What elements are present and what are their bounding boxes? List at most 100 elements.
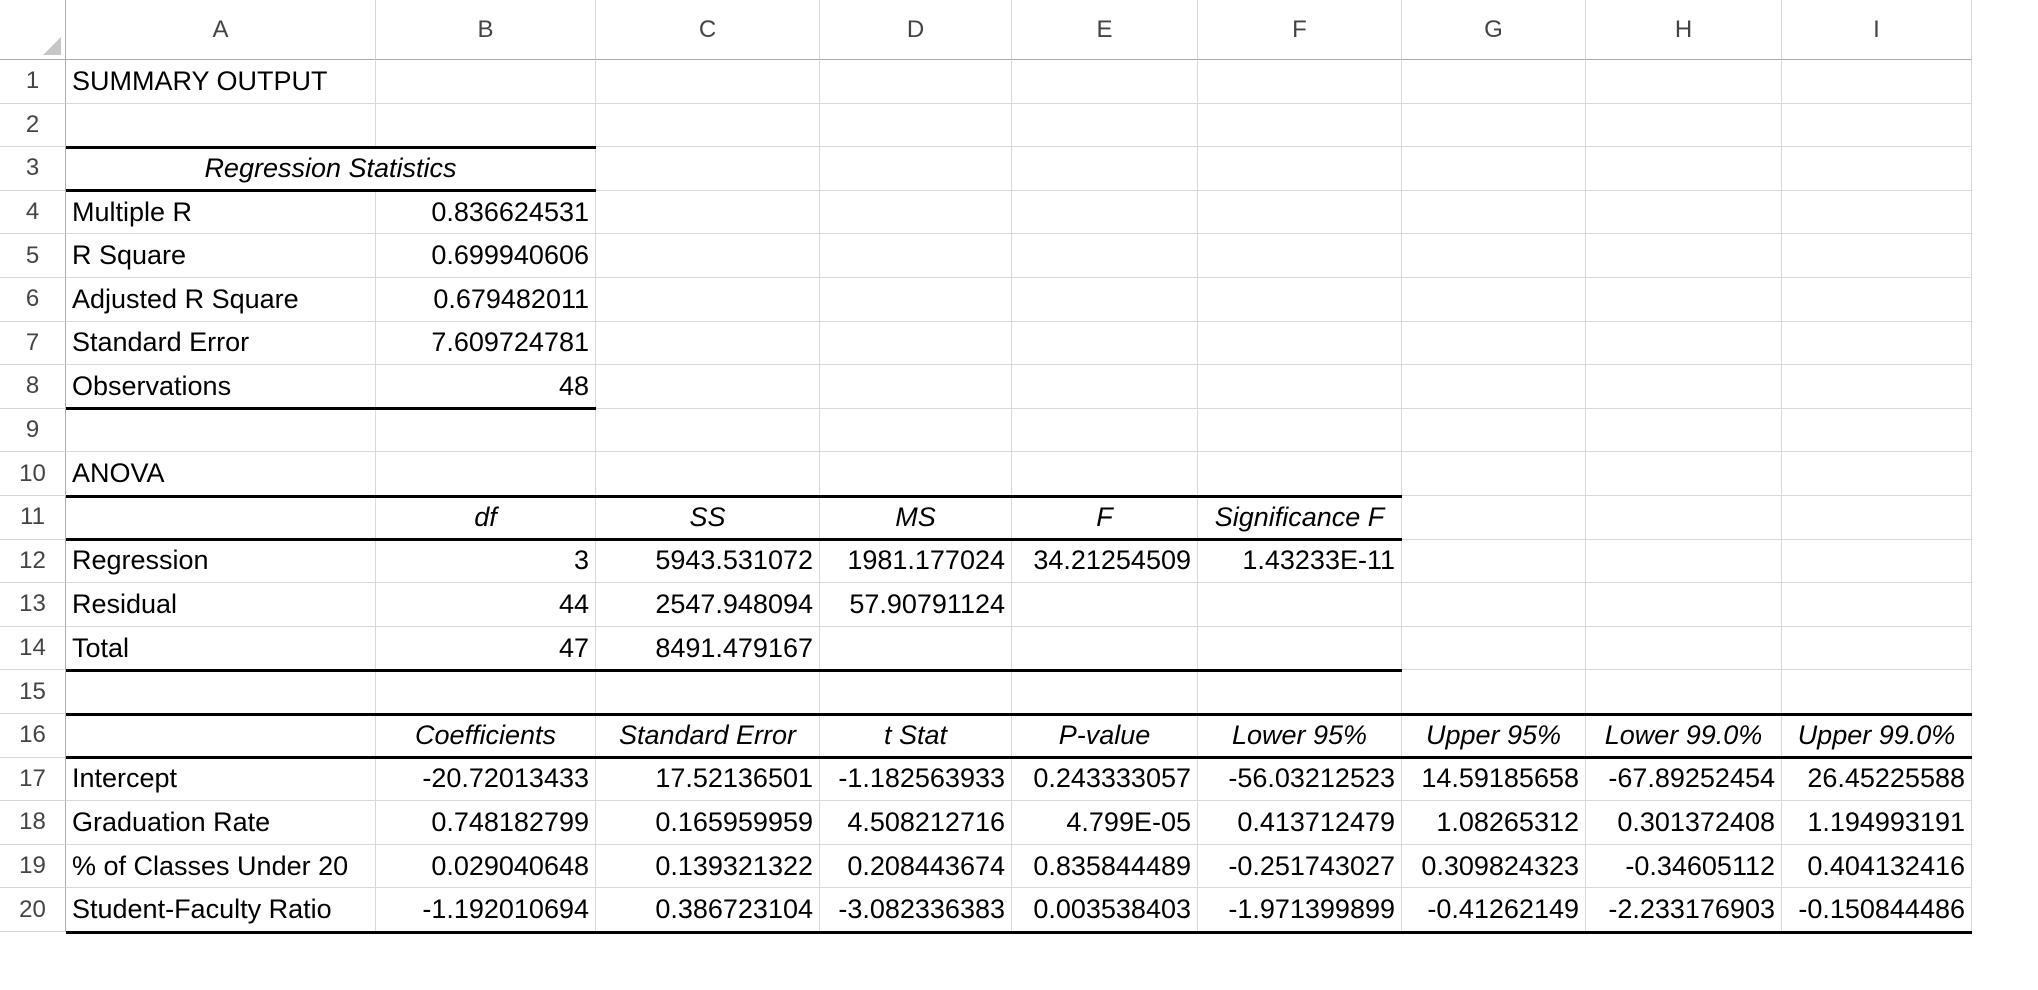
cell-c12[interactable]: 5943.531072: [596, 539, 820, 584]
cell-a10[interactable]: ANOVA: [66, 452, 376, 496]
cell-e3[interactable]: [1012, 147, 1198, 191]
cell-e17[interactable]: 0.243333057: [1012, 757, 1198, 802]
cell-i13[interactable]: [1782, 583, 1972, 627]
cell-h17[interactable]: -67.89252454: [1586, 757, 1782, 802]
cell-g1[interactable]: [1402, 60, 1586, 104]
cell-g16[interactable]: Upper 95%: [1402, 714, 1586, 758]
cell-a3[interactable]: Regression Statistics: [66, 147, 596, 191]
cell-f4[interactable]: [1198, 190, 1402, 235]
cell-c7[interactable]: [596, 321, 820, 366]
cell-i1[interactable]: [1782, 60, 1972, 104]
row-header-10[interactable]: 10: [0, 452, 66, 496]
cell-a20[interactable]: Student-Faculty Ratio: [66, 888, 376, 932]
cell-g9[interactable]: [1402, 408, 1586, 453]
column-header-d[interactable]: D: [820, 0, 1012, 60]
cell-g7[interactable]: [1402, 321, 1586, 366]
cell-f17[interactable]: -56.03212523: [1198, 757, 1402, 802]
cell-a13[interactable]: Residual: [66, 583, 376, 627]
cell-i17[interactable]: 26.45225588: [1782, 757, 1972, 802]
row-header-4[interactable]: 4: [0, 190, 66, 235]
cell-b13[interactable]: 44: [376, 583, 596, 627]
column-header-g[interactable]: G: [1402, 0, 1586, 60]
cell-g13[interactable]: [1402, 583, 1586, 627]
cell-f11[interactable]: Significance F: [1198, 496, 1402, 540]
cell-b11[interactable]: df: [376, 496, 596, 540]
cell-i3[interactable]: [1782, 147, 1972, 191]
cell-d8[interactable]: [820, 365, 1012, 409]
cell-c3[interactable]: [596, 147, 820, 191]
cell-b20[interactable]: -1.192010694: [376, 888, 596, 932]
cell-d13[interactable]: 57.90791124: [820, 583, 1012, 627]
column-header-c[interactable]: C: [596, 0, 820, 60]
cell-e15[interactable]: [1012, 670, 1198, 714]
cell-g6[interactable]: [1402, 278, 1586, 322]
cell-g11[interactable]: [1402, 496, 1586, 540]
row-header-14[interactable]: 14: [0, 626, 66, 671]
cell-i6[interactable]: [1782, 278, 1972, 322]
cell-d11[interactable]: MS: [820, 496, 1012, 540]
cell-d7[interactable]: [820, 321, 1012, 366]
cell-e13[interactable]: [1012, 583, 1198, 627]
cell-h9[interactable]: [1586, 408, 1782, 453]
cell-d10[interactable]: [820, 452, 1012, 496]
cell-f13[interactable]: [1198, 583, 1402, 627]
row-header-15[interactable]: 15: [0, 670, 66, 714]
cell-f16[interactable]: Lower 95%: [1198, 714, 1402, 758]
cell-i18[interactable]: 1.194993191: [1782, 801, 1972, 845]
cell-g20[interactable]: -0.41262149: [1402, 888, 1586, 932]
cell-b16[interactable]: Coefficients: [376, 714, 596, 758]
cell-h8[interactable]: [1586, 365, 1782, 409]
cell-h6[interactable]: [1586, 278, 1782, 322]
row-header-16[interactable]: 16: [0, 714, 66, 758]
cell-a14[interactable]: Total: [66, 626, 376, 671]
column-header-a[interactable]: A: [66, 0, 376, 60]
cell-h3[interactable]: [1586, 147, 1782, 191]
cell-a18[interactable]: Graduation Rate: [66, 801, 376, 845]
cell-a11[interactable]: [66, 496, 376, 540]
cell-e1[interactable]: [1012, 60, 1198, 104]
cell-e20[interactable]: 0.003538403: [1012, 888, 1198, 932]
cell-h4[interactable]: [1586, 190, 1782, 235]
cell-c10[interactable]: [596, 452, 820, 496]
cell-g5[interactable]: [1402, 234, 1586, 278]
cell-i8[interactable]: [1782, 365, 1972, 409]
cell-b8[interactable]: 48: [376, 365, 596, 409]
row-header-8[interactable]: 8: [0, 365, 66, 409]
row-header-11[interactable]: 11: [0, 496, 66, 540]
cell-f3[interactable]: [1198, 147, 1402, 191]
row-header-1[interactable]: 1: [0, 60, 66, 104]
cell-h13[interactable]: [1586, 583, 1782, 627]
cell-g4[interactable]: [1402, 190, 1586, 235]
cell-i16[interactable]: Upper 99.0%: [1782, 714, 1972, 758]
row-header-19[interactable]: 19: [0, 844, 66, 889]
cell-a8[interactable]: Observations: [66, 365, 376, 409]
cell-f20[interactable]: -1.971399899: [1198, 888, 1402, 932]
cell-c15[interactable]: [596, 670, 820, 714]
cell-c14[interactable]: 8491.479167: [596, 626, 820, 671]
cell-e5[interactable]: [1012, 234, 1198, 278]
cell-i14[interactable]: [1782, 626, 1972, 671]
cell-a16[interactable]: [66, 714, 376, 758]
cell-e10[interactable]: [1012, 452, 1198, 496]
cell-f14[interactable]: [1198, 626, 1402, 671]
row-header-2[interactable]: 2: [0, 103, 66, 148]
cell-g12[interactable]: [1402, 539, 1586, 584]
cell-b17[interactable]: -20.72013433: [376, 757, 596, 802]
cell-b12[interactable]: 3: [376, 539, 596, 584]
cell-c20[interactable]: 0.386723104: [596, 888, 820, 932]
cell-g18[interactable]: 1.08265312: [1402, 801, 1586, 845]
row-header-7[interactable]: 7: [0, 321, 66, 366]
row-header-5[interactable]: 5: [0, 234, 66, 278]
cell-a1[interactable]: SUMMARY OUTPUT: [66, 60, 376, 104]
cell-d16[interactable]: t Stat: [820, 714, 1012, 758]
cell-d9[interactable]: [820, 408, 1012, 453]
cell-b7[interactable]: 7.609724781: [376, 321, 596, 366]
cell-e6[interactable]: [1012, 278, 1198, 322]
cell-c11[interactable]: SS: [596, 496, 820, 540]
cell-f7[interactable]: [1198, 321, 1402, 366]
row-header-17[interactable]: 17: [0, 757, 66, 802]
cell-g2[interactable]: [1402, 103, 1586, 148]
cell-c13[interactable]: 2547.948094: [596, 583, 820, 627]
cell-e4[interactable]: [1012, 190, 1198, 235]
cell-b6[interactable]: 0.679482011: [376, 278, 596, 322]
